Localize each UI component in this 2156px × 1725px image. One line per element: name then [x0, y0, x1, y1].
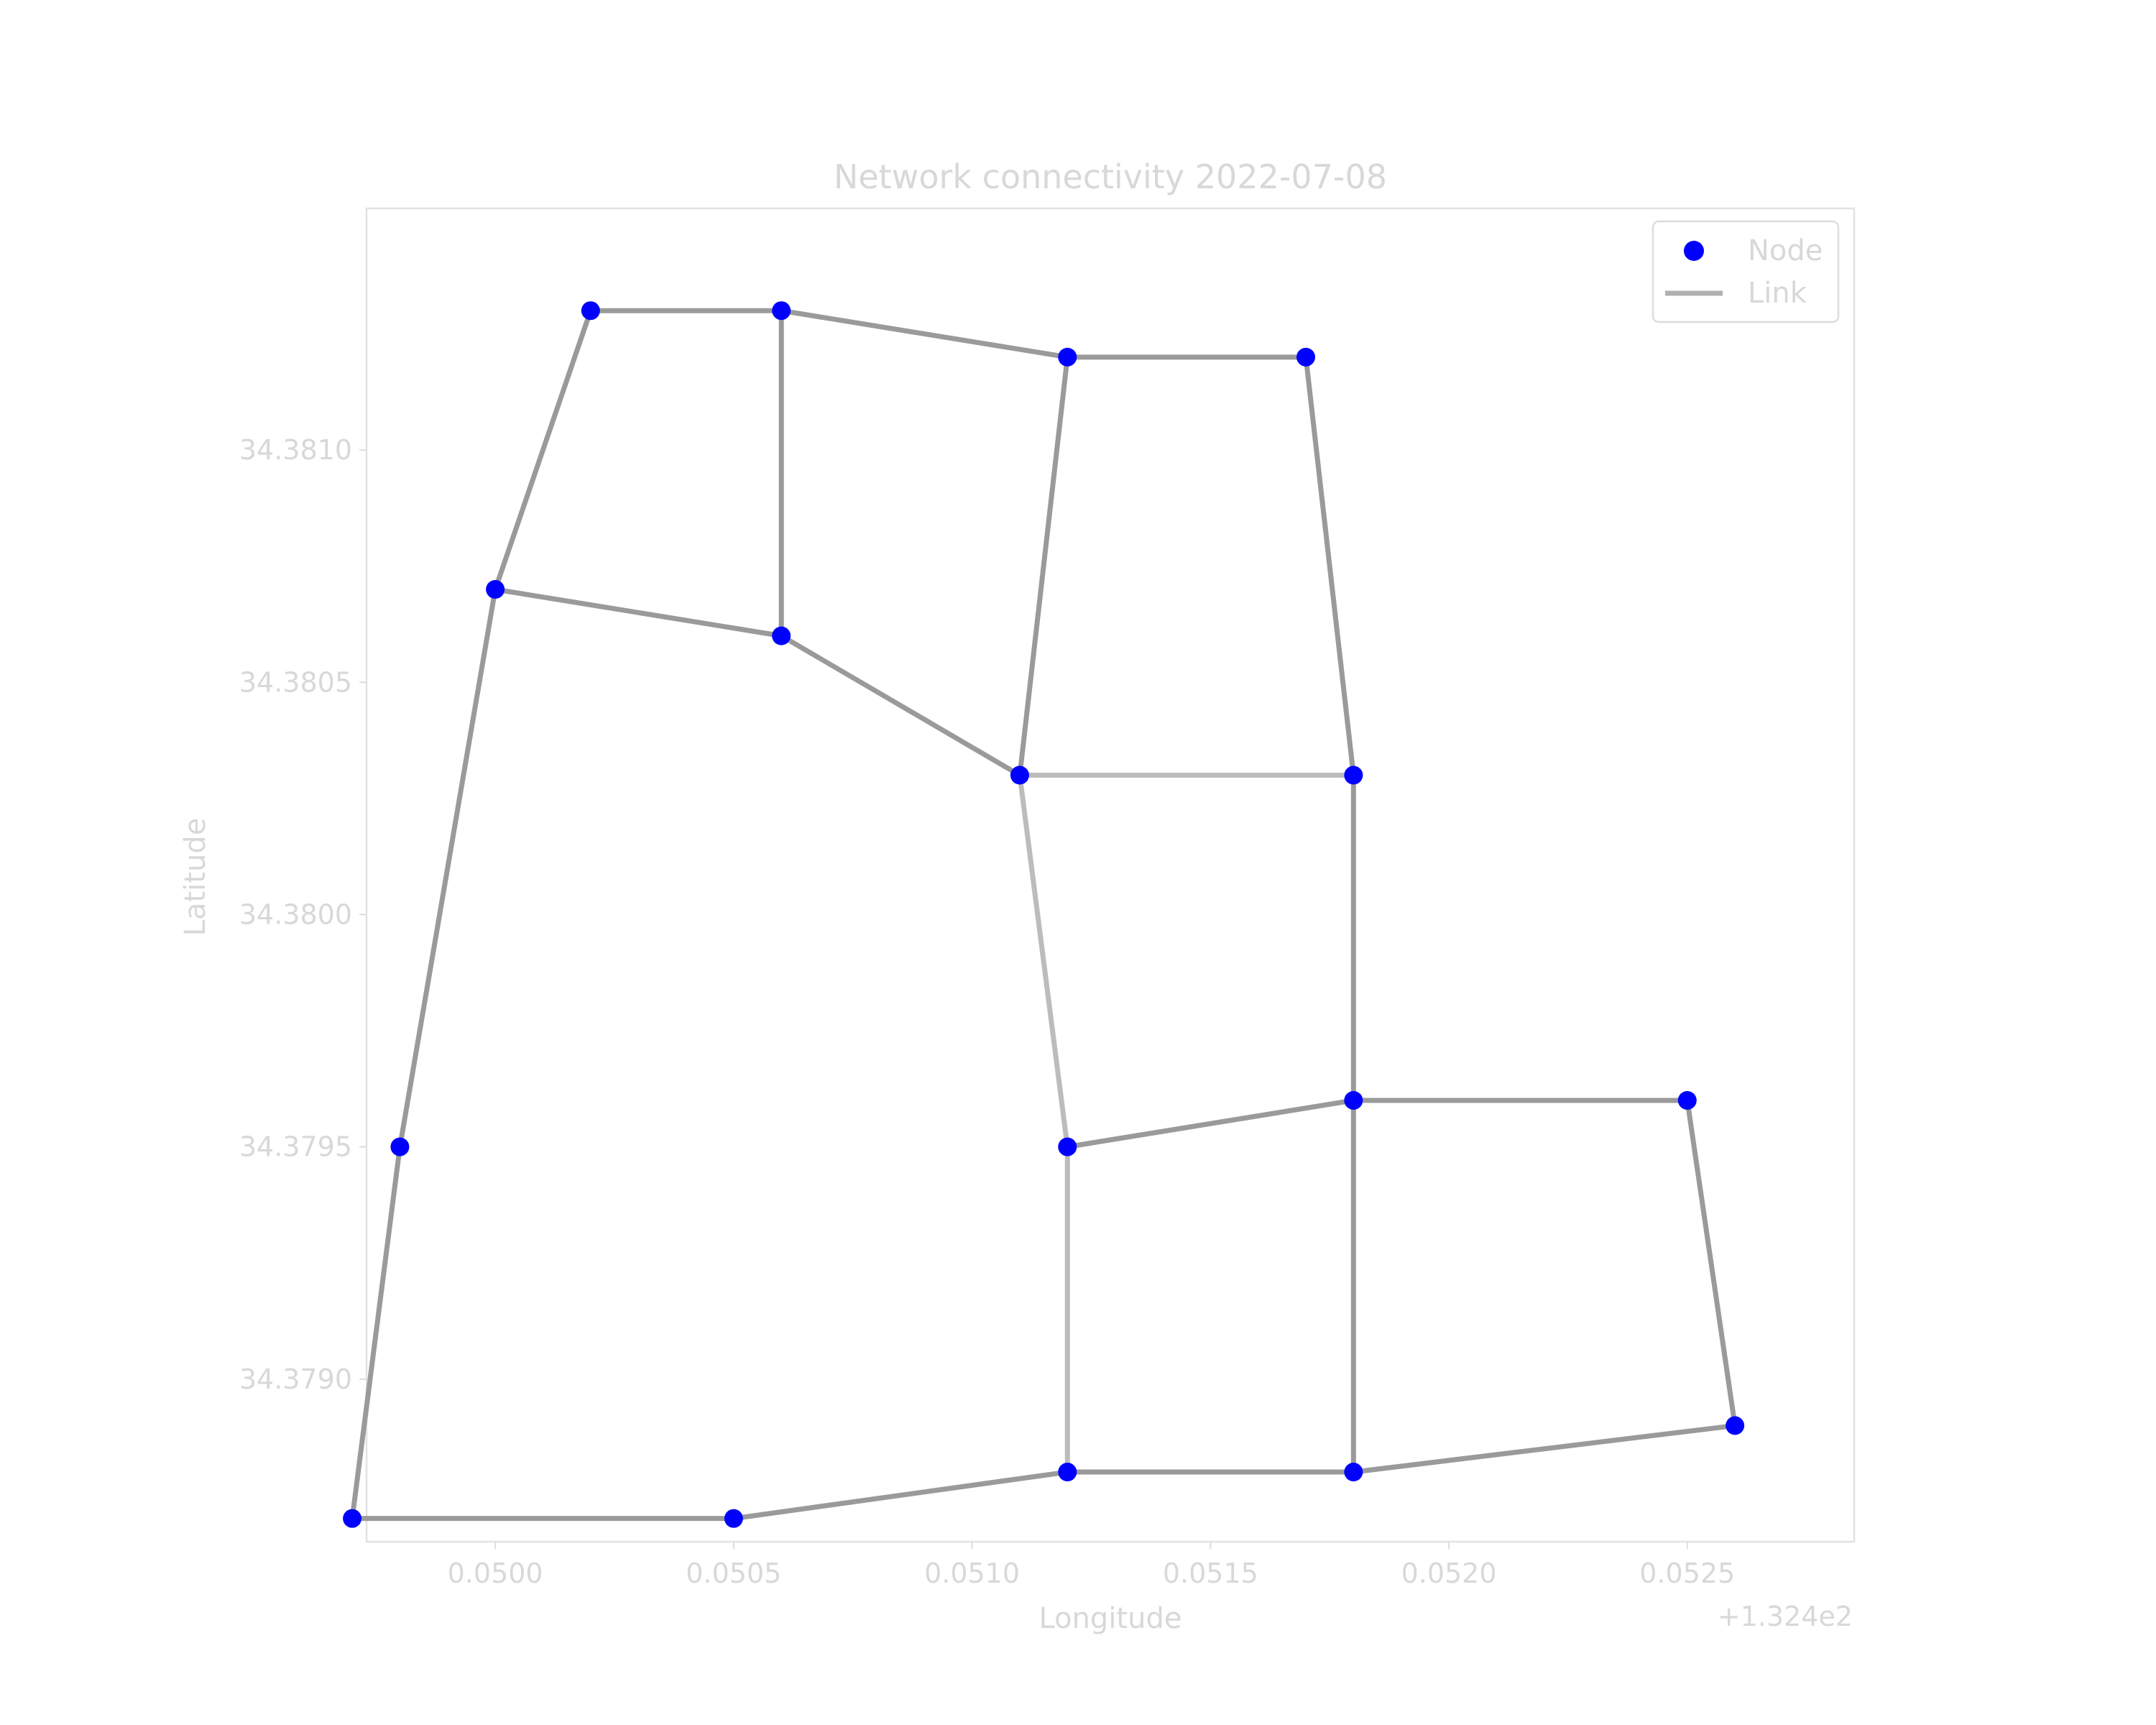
y-axis-ticks: 34.3790 34.3795 34.3800 34.3805 34.3810 — [239, 434, 367, 1395]
node-n16 — [1058, 1463, 1077, 1482]
x-axis-offset-label: +1.324e2 — [1718, 1601, 1853, 1632]
x-axis-ticks: 0.0500 0.0505 0.0510 0.0515 0.0520 0.0525 — [448, 1542, 1735, 1589]
legend-node-marker — [1684, 241, 1704, 261]
legend-link-label: Link — [1748, 277, 1807, 310]
link-n3-n4 — [492, 308, 594, 592]
legend-node-label: Node — [1748, 234, 1823, 267]
node-n4 — [581, 301, 600, 321]
x-tick-label: 0.0505 — [686, 1558, 781, 1589]
node-n3 — [486, 580, 505, 599]
node-n15 — [1344, 1463, 1363, 1482]
x-tick-label: 0.0500 — [448, 1558, 543, 1589]
chart-title: Network connectivity 2022-07-08 — [834, 157, 1387, 196]
link-n3-n6 — [492, 586, 784, 639]
y-axis-label: Latitude — [179, 818, 212, 937]
nodes-layer — [343, 301, 1745, 1528]
link-n8-n10 — [1303, 354, 1356, 778]
link-n6-n9 — [778, 633, 1023, 778]
node-n17 — [724, 1509, 743, 1528]
link-n14-n15 — [1350, 1422, 1738, 1475]
x-tick-label: 0.0520 — [1401, 1558, 1497, 1589]
y-tick-label: 34.3800 — [239, 898, 352, 930]
link-n2-n3 — [397, 586, 498, 1150]
node-n1 — [343, 1509, 362, 1528]
x-tick-label: 0.0510 — [924, 1558, 1020, 1589]
link-n16-n17 — [731, 1469, 1070, 1522]
y-tick-label: 34.3795 — [239, 1131, 352, 1163]
node-n9 — [1010, 765, 1029, 785]
link-n7-n9 — [1017, 354, 1070, 778]
node-n2 — [390, 1137, 410, 1156]
node-n5 — [772, 301, 791, 321]
x-tick-label: 0.0515 — [1163, 1558, 1258, 1589]
plot-area-frame — [365, 207, 1856, 1543]
y-tick-label: 34.3805 — [239, 666, 352, 698]
node-n11 — [1058, 1137, 1077, 1156]
node-n8 — [1296, 347, 1316, 367]
node-n14 — [1726, 1416, 1745, 1435]
x-axis-label: Longitude — [1039, 1602, 1182, 1635]
node-n13 — [1677, 1090, 1697, 1110]
node-n6 — [772, 626, 791, 645]
x-tick-label: 0.0525 — [1639, 1558, 1735, 1589]
links-layer — [349, 308, 1738, 1522]
link-n11-n12 — [1064, 1098, 1356, 1150]
node-n10 — [1344, 765, 1363, 785]
link-n5-n7 — [778, 308, 1070, 360]
link-n9-n11 — [1017, 773, 1070, 1150]
y-tick-label: 34.3790 — [239, 1363, 352, 1395]
link-n13-n14 — [1685, 1098, 1738, 1428]
node-n7 — [1058, 347, 1077, 367]
y-tick-label: 34.3810 — [239, 434, 352, 466]
legend: Node Link — [1651, 220, 1840, 323]
node-n12 — [1344, 1090, 1363, 1110]
link-n1-n2 — [349, 1144, 402, 1522]
